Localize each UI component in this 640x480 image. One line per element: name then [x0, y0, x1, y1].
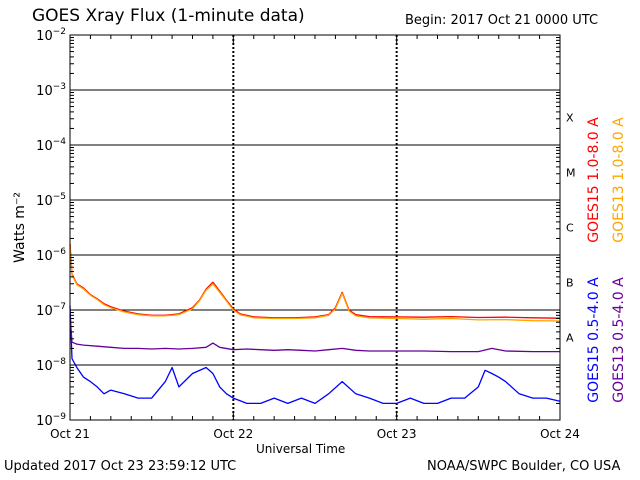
- x-tick-label: Oct 23: [377, 427, 417, 441]
- legend-entry: GOES13 1.0-8.0 A: [611, 117, 627, 243]
- legend-entry: GOES15 1.0-8.0 A: [586, 117, 602, 243]
- chart-title: GOES Xray Flux (1-minute data): [32, 6, 305, 26]
- y-tick-label: 10−5: [36, 192, 66, 209]
- x-tick-label: Oct 22: [213, 427, 253, 441]
- y-tick-label: 10−3: [36, 82, 66, 99]
- x-tick-label: Oct 21: [50, 427, 90, 441]
- y-axis-label: Watts m⁻²: [12, 192, 28, 263]
- updated-timestamp: Updated 2017 Oct 23 23:59:12 UTC: [4, 459, 237, 474]
- y-tick-label: 10−8: [36, 357, 66, 374]
- series-line-goes13-0-5-4-0-a: [69, 315, 560, 353]
- flare-class-label: C: [566, 222, 574, 235]
- series-line-goes13-1-0-8-0-a: [69, 245, 561, 322]
- y-tick-label: 10−4: [36, 137, 66, 154]
- flare-class-label: X: [566, 112, 574, 125]
- x-tick-label: Oct 24: [540, 427, 580, 441]
- begin-time-label: Begin: 2017 Oct 21 0000 UTC: [405, 13, 599, 28]
- legend-entry: GOES15 0.5-4.0 A: [586, 277, 602, 403]
- y-tick-label: 10−2: [36, 27, 66, 44]
- credit-label: NOAA/SWPC Boulder, CO USA: [427, 459, 621, 474]
- flare-class-label: A: [566, 332, 574, 345]
- y-tick-label: 10−7: [36, 302, 66, 319]
- y-tick-label: 10−6: [36, 247, 66, 264]
- y-tick-label: 10−9: [36, 412, 66, 429]
- legend-entry: GOES13 0.5-4.0 A: [611, 277, 627, 403]
- flare-class-label: M: [566, 167, 576, 180]
- flare-class-label: B: [566, 277, 574, 290]
- plot-frame: [69, 34, 561, 421]
- x-axis-label: Universal Time: [256, 442, 346, 456]
- series-line-goes15-0-5-4-0-a: [69, 305, 561, 405]
